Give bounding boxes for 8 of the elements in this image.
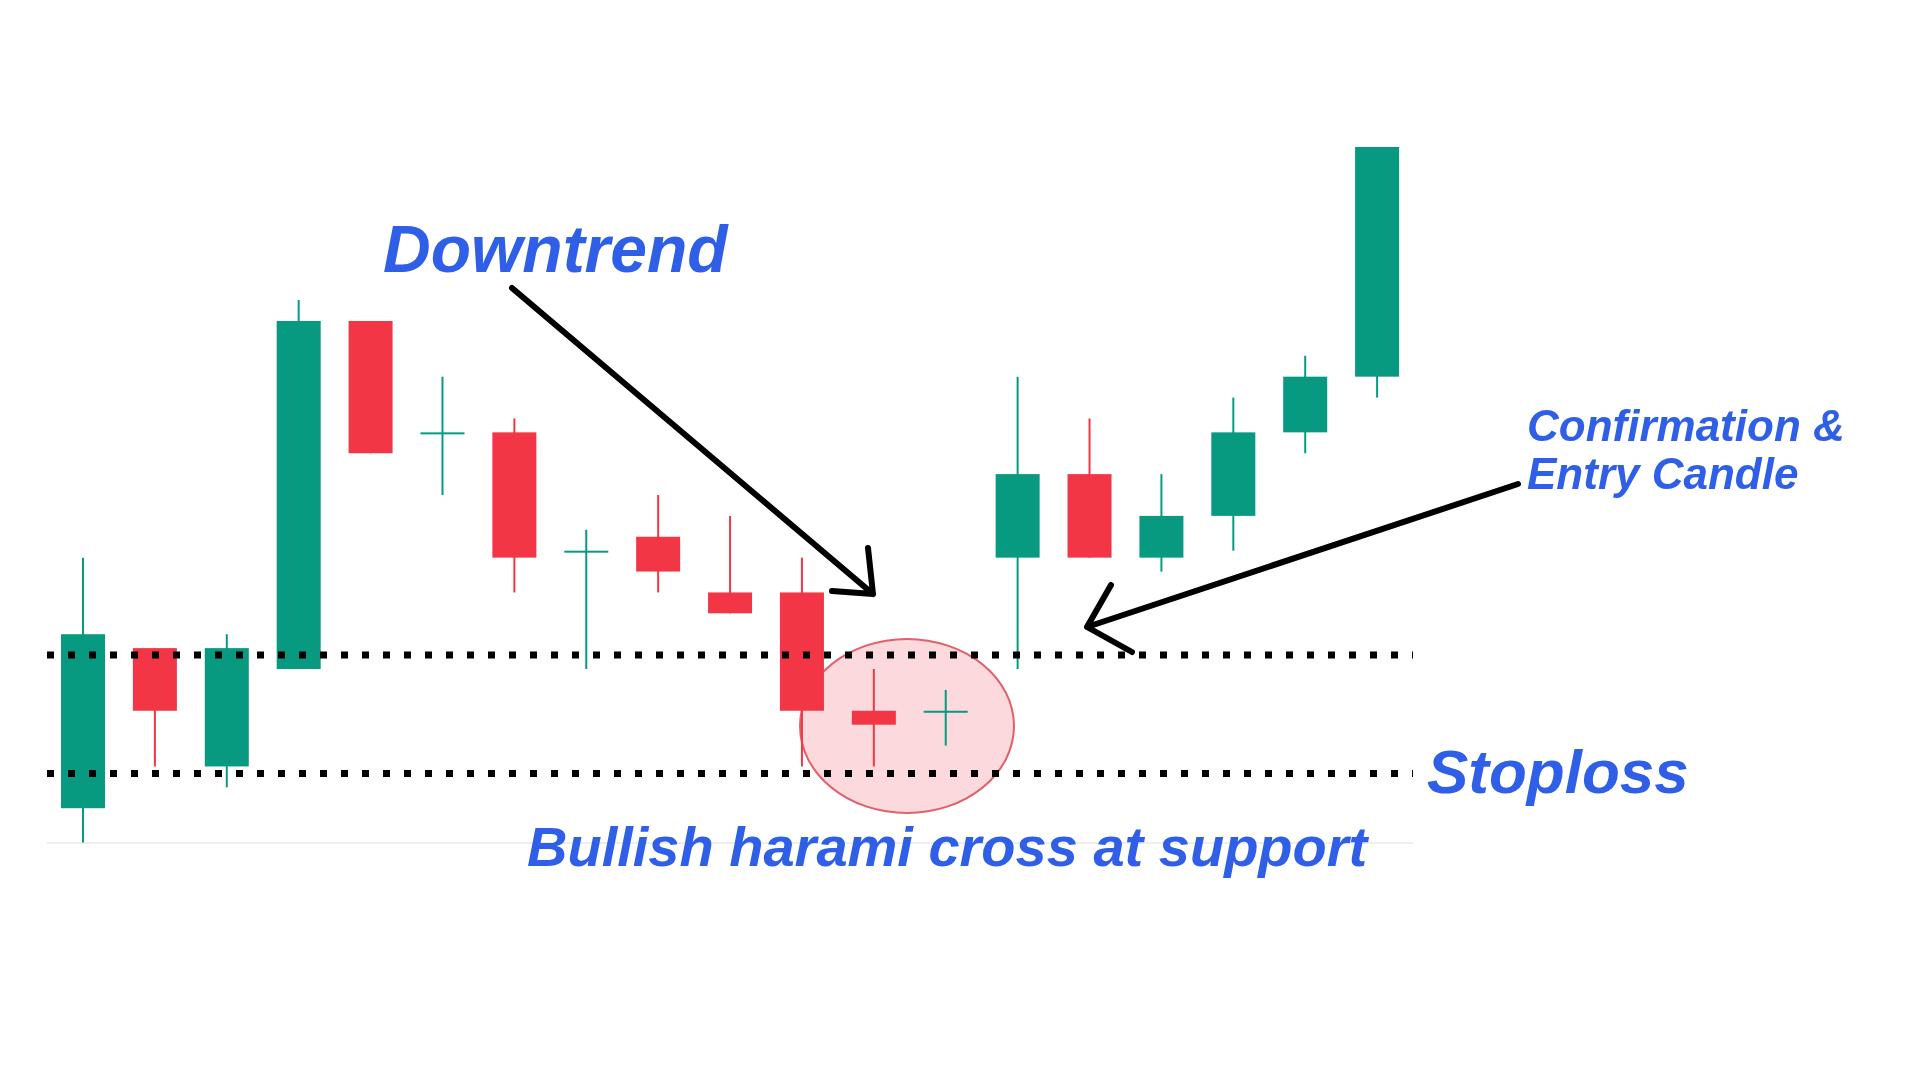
- candlestick: [923, 688, 968, 747]
- candlestick: [420, 375, 465, 496]
- annotation: Bullish harami cross at support: [527, 815, 1368, 878]
- annotation: Downtrend: [383, 212, 728, 286]
- candlestick: [564, 528, 609, 670]
- text: Confirmation & Entry Candle: [1527, 401, 1846, 499]
- ref-line-label: Stoploss: [1427, 737, 1689, 807]
- candlestick: [851, 668, 896, 768]
